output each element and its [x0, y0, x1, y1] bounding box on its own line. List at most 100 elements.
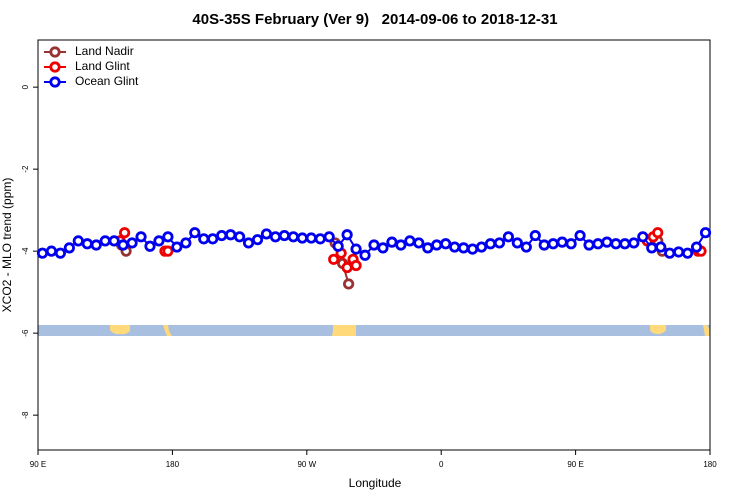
- data-point: [234, 231, 246, 243]
- data-point: [242, 237, 255, 249]
- data-point: [574, 229, 586, 242]
- land-patch: [332, 325, 356, 336]
- data-point: [278, 229, 290, 242]
- data-point: [287, 231, 299, 243]
- data-point: [260, 228, 273, 240]
- data-point: [457, 242, 470, 254]
- data-point: [343, 278, 355, 290]
- data-point: [511, 237, 523, 249]
- y-tick-label: -4: [21, 247, 30, 255]
- plot-frame: [37, 39, 711, 451]
- legend-label: Land Nadir: [75, 44, 134, 58]
- data-point: [413, 237, 425, 249]
- data-point: [395, 239, 407, 251]
- data-point: [99, 235, 111, 247]
- data-point: [646, 242, 658, 254]
- data-point: [296, 232, 308, 244]
- data-point: [323, 231, 335, 243]
- data-point: [36, 247, 49, 259]
- data-point: [162, 231, 174, 243]
- data-point: [207, 233, 219, 245]
- data-point: [377, 242, 389, 254]
- data-point: [520, 241, 532, 253]
- data-point: [592, 238, 604, 250]
- legend-label: Ocean Glint: [75, 74, 139, 88]
- data-point: [117, 239, 129, 251]
- data-point: [144, 240, 156, 252]
- data-point: [484, 238, 497, 250]
- y-tick-label: -8: [21, 411, 30, 419]
- data-point: [652, 227, 664, 239]
- data-point: [556, 236, 568, 248]
- data-point: [637, 231, 649, 243]
- data-point: [404, 235, 416, 247]
- data-point: [493, 237, 506, 249]
- legend-marker: [49, 61, 61, 73]
- data-point: [135, 231, 147, 243]
- x-tick-label: 90 E: [30, 460, 46, 469]
- data-point: [565, 238, 577, 250]
- data-point: [449, 241, 461, 253]
- x-tick-label: 90 E: [567, 460, 583, 469]
- data-point: [690, 241, 703, 253]
- data-point: [431, 239, 443, 251]
- data-point: [475, 241, 488, 253]
- data-point: [359, 249, 371, 261]
- data-point: [108, 235, 120, 247]
- data-point: [162, 245, 174, 257]
- legend-label: Land Glint: [75, 59, 130, 73]
- x-axis-label: Longitude: [349, 476, 402, 490]
- data-point: [225, 229, 237, 241]
- x-tick-label: 180: [703, 460, 717, 469]
- data-point: [440, 238, 452, 250]
- data-point: [54, 247, 67, 259]
- data-point: [198, 233, 210, 245]
- x-tick-label: 0: [439, 460, 444, 469]
- data-point: [216, 229, 228, 242]
- legend-marker: [49, 76, 61, 88]
- data-point: [664, 247, 676, 259]
- data-point: [583, 239, 595, 251]
- data-point: [350, 243, 362, 255]
- data-point: [328, 253, 340, 265]
- data-point: [655, 241, 667, 253]
- land-patch: [650, 325, 666, 334]
- data-point: [314, 233, 326, 245]
- x-tick-label: 90 W: [297, 460, 316, 469]
- data-point: [45, 245, 58, 257]
- data-point: [171, 241, 183, 253]
- data-point: [681, 247, 694, 259]
- land-patch: [163, 325, 172, 336]
- chart-title: 40S-35S February (Ver 9) 2014-09-06 to 2…: [192, 11, 557, 28]
- data-point: [619, 238, 631, 250]
- data-point: [422, 242, 434, 254]
- data-point: [269, 231, 282, 243]
- data-point: [386, 236, 398, 248]
- data-point: [699, 227, 712, 239]
- land-patch: [110, 325, 130, 335]
- data-point: [341, 229, 353, 241]
- y-tick-label: 0: [21, 84, 30, 89]
- data-point: [332, 240, 344, 252]
- y-tick-label: -2: [21, 165, 30, 173]
- data-point: [119, 227, 131, 239]
- data-point: [601, 236, 613, 248]
- land-mask: [38, 325, 710, 336]
- y-tick-label: -6: [21, 329, 30, 337]
- data-point: [529, 229, 541, 242]
- y-axis-label: XCO2 - MLO trend (ppm): [0, 178, 14, 313]
- data-point: [180, 237, 192, 249]
- land-patch: [703, 325, 710, 336]
- data-point: [189, 227, 201, 239]
- data-point: [547, 238, 559, 250]
- data-point: [251, 234, 264, 246]
- data-point: [305, 232, 317, 244]
- data-point: [126, 237, 138, 249]
- data-point: [673, 246, 685, 258]
- data-point: [350, 259, 362, 272]
- data-point: [368, 239, 380, 251]
- data-point: [538, 239, 550, 251]
- data-point: [341, 261, 353, 274]
- data-point: [63, 242, 75, 254]
